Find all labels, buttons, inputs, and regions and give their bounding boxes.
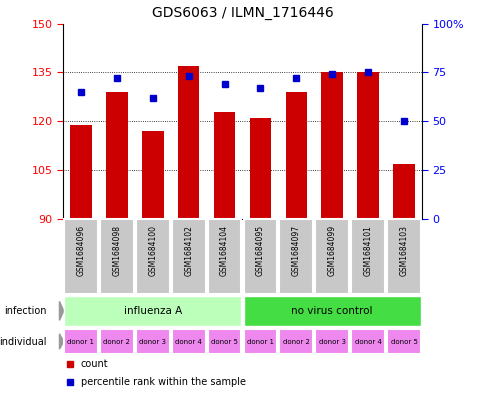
Text: no virus control: no virus control: [291, 306, 372, 316]
Text: donor 4: donor 4: [175, 338, 202, 345]
Bar: [106, 92, 127, 219]
Text: GSM1684099: GSM1684099: [327, 225, 336, 276]
Bar: [279, 329, 313, 354]
Text: donor 5: donor 5: [390, 338, 417, 345]
Bar: [243, 296, 420, 326]
Text: infection: infection: [4, 306, 47, 316]
Bar: [64, 329, 98, 354]
Bar: [350, 219, 384, 294]
Text: GSM1684104: GSM1684104: [220, 225, 228, 276]
Bar: [70, 125, 91, 219]
Text: donor 5: donor 5: [211, 338, 238, 345]
Bar: [249, 118, 271, 219]
Bar: [171, 329, 205, 354]
Bar: [279, 219, 313, 294]
Bar: [100, 219, 134, 294]
Text: donor 1: donor 1: [246, 338, 273, 345]
Bar: [142, 131, 163, 219]
Text: donor 4: donor 4: [354, 338, 381, 345]
Bar: [386, 329, 420, 354]
Bar: [178, 66, 199, 219]
Bar: [171, 219, 205, 294]
Bar: [350, 329, 384, 354]
Text: individual: individual: [0, 336, 47, 347]
Text: GSM1684095: GSM1684095: [256, 225, 264, 276]
Text: donor 2: donor 2: [282, 338, 309, 345]
Bar: [315, 219, 348, 294]
Bar: [315, 329, 348, 354]
Text: influenza A: influenza A: [123, 306, 182, 316]
Text: GSM1684097: GSM1684097: [291, 225, 300, 276]
Bar: [207, 329, 241, 354]
Bar: [285, 92, 306, 219]
Bar: [243, 329, 277, 354]
Text: percentile rank within the sample: percentile rank within the sample: [81, 377, 245, 387]
Text: GSM1684101: GSM1684101: [363, 225, 372, 276]
Text: GSM1684103: GSM1684103: [399, 225, 408, 276]
Text: donor 2: donor 2: [103, 338, 130, 345]
Bar: [136, 329, 169, 354]
Bar: [386, 219, 420, 294]
Bar: [64, 296, 241, 326]
Text: donor 3: donor 3: [139, 338, 166, 345]
Text: donor 3: donor 3: [318, 338, 345, 345]
Text: GSM1684102: GSM1684102: [184, 225, 193, 276]
Bar: [321, 72, 342, 219]
Bar: [213, 112, 235, 219]
Title: GDS6063 / ILMN_1716446: GDS6063 / ILMN_1716446: [151, 6, 333, 20]
Bar: [393, 163, 414, 219]
Bar: [64, 219, 98, 294]
Text: count: count: [81, 359, 108, 369]
Bar: [100, 329, 134, 354]
Bar: [136, 219, 169, 294]
Polygon shape: [60, 334, 63, 349]
Text: donor 1: donor 1: [67, 338, 94, 345]
Polygon shape: [60, 301, 63, 320]
Bar: [357, 72, 378, 219]
Bar: [243, 219, 277, 294]
Bar: [207, 219, 241, 294]
Text: GSM1684096: GSM1684096: [76, 225, 85, 276]
Text: GSM1684098: GSM1684098: [112, 225, 121, 276]
Text: GSM1684100: GSM1684100: [148, 225, 157, 276]
